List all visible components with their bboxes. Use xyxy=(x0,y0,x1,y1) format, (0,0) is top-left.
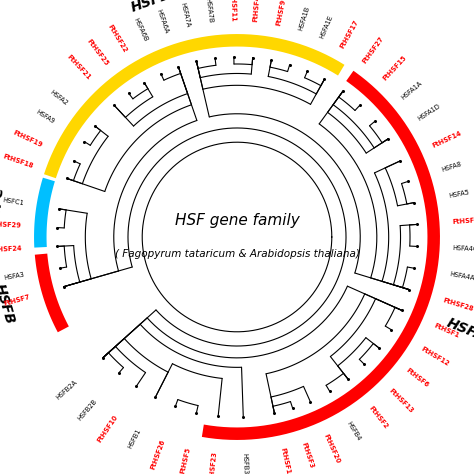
Text: FtHSF4: FtHSF4 xyxy=(253,0,261,22)
Text: FtHSF24: FtHSF24 xyxy=(0,245,22,253)
Text: HSFB2B: HSFB2B xyxy=(76,398,98,421)
Text: HSFA1E: HSFA1E xyxy=(319,14,334,40)
Text: HSFA4C: HSFA4C xyxy=(452,245,474,253)
Text: HSFA1D: HSFA1D xyxy=(416,103,441,122)
Text: HSFB2A: HSFB2A xyxy=(55,379,79,401)
Text: ( Fagopyrum tataricum & Arabidopsis thaliana): ( Fagopyrum tataricum & Arabidopsis thal… xyxy=(115,248,359,259)
Text: FtHSF7: FtHSF7 xyxy=(3,293,30,307)
Text: HSFB1: HSFB1 xyxy=(127,428,142,449)
Text: FtHSF18: FtHSF18 xyxy=(2,154,34,170)
Text: HSFC: HSFC xyxy=(0,186,7,229)
Text: HSFA6B: HSFA6B xyxy=(132,17,148,43)
Text: FtHSF12: FtHSF12 xyxy=(420,346,451,367)
Text: FtHSF21: FtHSF21 xyxy=(66,54,92,82)
Text: HSFA4A: HSFA4A xyxy=(449,272,474,282)
Text: HSFA9: HSFA9 xyxy=(35,109,55,125)
Text: HSFB3: HSFB3 xyxy=(242,453,248,474)
Text: FtHSF15: FtHSF15 xyxy=(382,54,408,82)
Text: FtHSF3: FtHSF3 xyxy=(301,441,315,469)
Text: FtHSF20: FtHSF20 xyxy=(322,433,340,464)
Text: FtHSF19: FtHSF19 xyxy=(11,130,43,148)
Text: HSFA7B: HSFA7B xyxy=(205,0,214,23)
Text: FtHSF26: FtHSF26 xyxy=(150,438,166,471)
Text: FtHSF6: FtHSF6 xyxy=(405,367,430,389)
Text: FtHSF17: FtHSF17 xyxy=(339,19,360,50)
Text: FtHSF2: FtHSF2 xyxy=(367,405,389,430)
Text: HSFA3: HSFA3 xyxy=(4,272,25,281)
Text: FtHSF14: FtHSF14 xyxy=(431,130,463,148)
Text: HSFA: HSFA xyxy=(444,315,474,343)
Text: FtHSF13: FtHSF13 xyxy=(387,387,414,414)
Text: HSFA2: HSFA2 xyxy=(49,89,69,107)
Text: FtHSF25: FtHSF25 xyxy=(86,38,109,66)
Text: HSFB: HSFB xyxy=(0,282,17,326)
Text: FtHSF5: FtHSF5 xyxy=(180,447,191,474)
Text: FtHSF22: FtHSF22 xyxy=(107,23,128,54)
Text: HSFB4: HSFB4 xyxy=(346,420,362,442)
Text: HSFA5: HSFA5 xyxy=(448,189,470,199)
Text: HSFC1: HSFC1 xyxy=(2,197,25,206)
Text: HSFA1B: HSFA1B xyxy=(297,6,310,32)
Text: FtHSF9: FtHSF9 xyxy=(275,0,286,26)
Text: FtHSF29: FtHSF29 xyxy=(0,221,22,229)
Text: HSFA1A: HSFA1A xyxy=(400,80,423,100)
Text: HSFA7A: HSFA7A xyxy=(180,1,191,27)
Text: HSFA6A: HSFA6A xyxy=(155,8,170,34)
Text: FtHSF27: FtHSF27 xyxy=(361,35,385,64)
Text: HSFA8: HSFA8 xyxy=(441,161,463,173)
Text: FtHSF11: FtHSF11 xyxy=(230,0,236,21)
Text: FtHSF1: FtHSF1 xyxy=(433,322,460,338)
Text: HSFB: HSFB xyxy=(129,0,173,15)
Text: HSF gene family: HSF gene family xyxy=(174,213,300,228)
Text: FtHSF28: FtHSF28 xyxy=(442,297,474,312)
Text: FtHSF16: FtHSF16 xyxy=(279,447,292,474)
Text: FtHSF10: FtHSF10 xyxy=(96,414,119,444)
Text: FtHSF8: FtHSF8 xyxy=(452,217,474,225)
Text: FtHSF23: FtHSF23 xyxy=(208,451,218,474)
